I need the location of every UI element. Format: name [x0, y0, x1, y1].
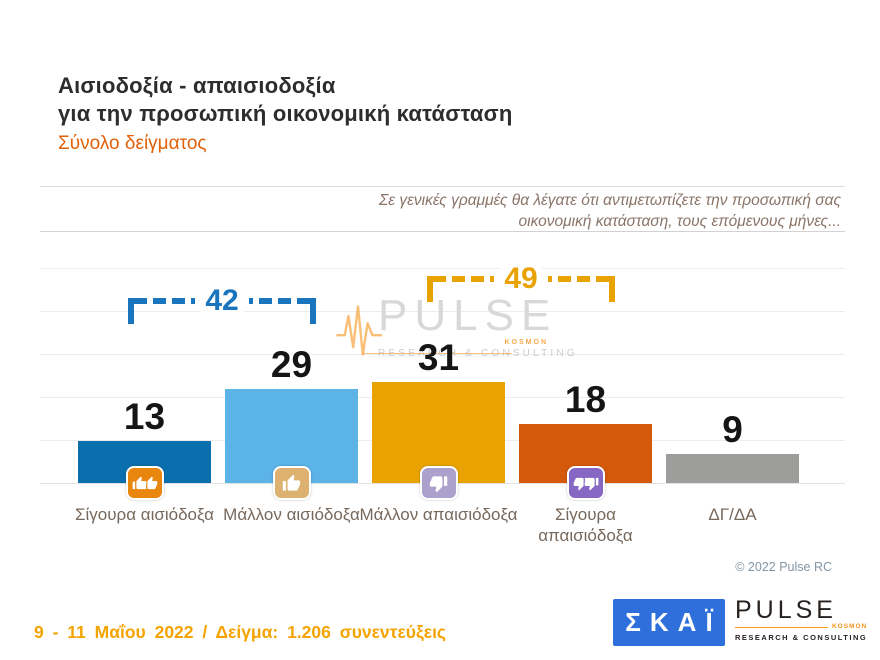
gridline: [40, 268, 845, 269]
bracket-pessimistic-total: 49: [427, 264, 615, 306]
question-band: Σε γενικές γραμμές θα λέγατε ότι αντιμετ…: [40, 186, 845, 232]
header: Αισιοδοξία - απαισιοδοξία για την προσωπ…: [58, 72, 513, 155]
double-thumbs-up-icon: [125, 466, 164, 500]
bracket-leg: [310, 298, 316, 324]
sample-subtitle: Σύνολο δείγματος: [58, 133, 207, 154]
page-title-line1: Αισιοδοξία - απαισιοδοξία: [58, 73, 336, 98]
bracket-leg: [609, 276, 615, 302]
bracket-leg: [427, 276, 433, 302]
pulse-waveform-icon: [336, 305, 382, 356]
bar-value-label: 9: [722, 409, 743, 450]
thumb-down-icon: [419, 466, 458, 500]
pulse-logo-accent: KOSMON: [831, 623, 868, 630]
bracket-dash: [433, 276, 494, 282]
watermark-name: PULSE: [378, 291, 558, 340]
category-label: Σίγουρα απαισιόδοξα: [538, 505, 633, 545]
category-label: ΔΓ/ΔΑ: [708, 505, 757, 524]
pulse-logo-name: PULSE: [735, 596, 837, 624]
watermark-accent: KOSMON: [504, 339, 548, 346]
double-thumbs-down-icon: [566, 466, 605, 500]
bar-value-label: 13: [123, 396, 166, 437]
bracket-optimistic-total: 42: [128, 286, 316, 328]
bracket-dash: [249, 298, 310, 304]
bracket-leg: [128, 298, 134, 324]
bracket-value: 49: [499, 264, 543, 294]
category-label: Μάλλον απαισιόδοξα: [359, 505, 518, 524]
pulse-logo-sub: RESEARCH & CONSULTING: [735, 633, 868, 642]
pulse-logo-rule: [735, 626, 828, 628]
fieldwork-date-sample: 9 - 11 Μαΐου 2022 / Δείγμα: 1.206 συνεντ…: [34, 622, 447, 642]
copyright-text: © 2022 Pulse RC: [735, 560, 832, 574]
bar-5: [666, 454, 799, 483]
bracket-value: 42: [200, 286, 244, 316]
question-line1: Σε γενικές γραμμές θα λέγατε ότι αντιμετ…: [378, 192, 841, 209]
pulse-watermark: PULSE KOSMON RESEARCH & CONSULTING: [336, 291, 575, 360]
category-label: Σίγουρα αισιόδοξα: [75, 505, 214, 524]
page-title-line2: για την προσωπική οικονομική κατάσταση: [58, 101, 513, 126]
gridline: [40, 311, 845, 312]
watermark-rule: [362, 353, 512, 354]
question-line2: οικονομική κατάσταση, τους επόμενους μήν…: [518, 213, 841, 230]
thumb-up-icon: [272, 466, 311, 500]
bar-value-label: 31: [417, 337, 460, 378]
skai-logo: ΣΚΑΪ: [613, 599, 725, 646]
bar-value-label: 29: [270, 344, 313, 385]
bracket-dash: [548, 276, 609, 282]
pulse-logo: PULSE KOSMON RESEARCH & CONSULTING: [733, 597, 867, 643]
gridline: [40, 354, 845, 355]
bar-value-label: 18: [564, 379, 607, 420]
bracket-dash: [134, 298, 195, 304]
category-label: Μάλλον αισιόδοξα: [223, 505, 360, 524]
skai-logo-text: ΣΚΑΪ: [625, 607, 722, 637]
